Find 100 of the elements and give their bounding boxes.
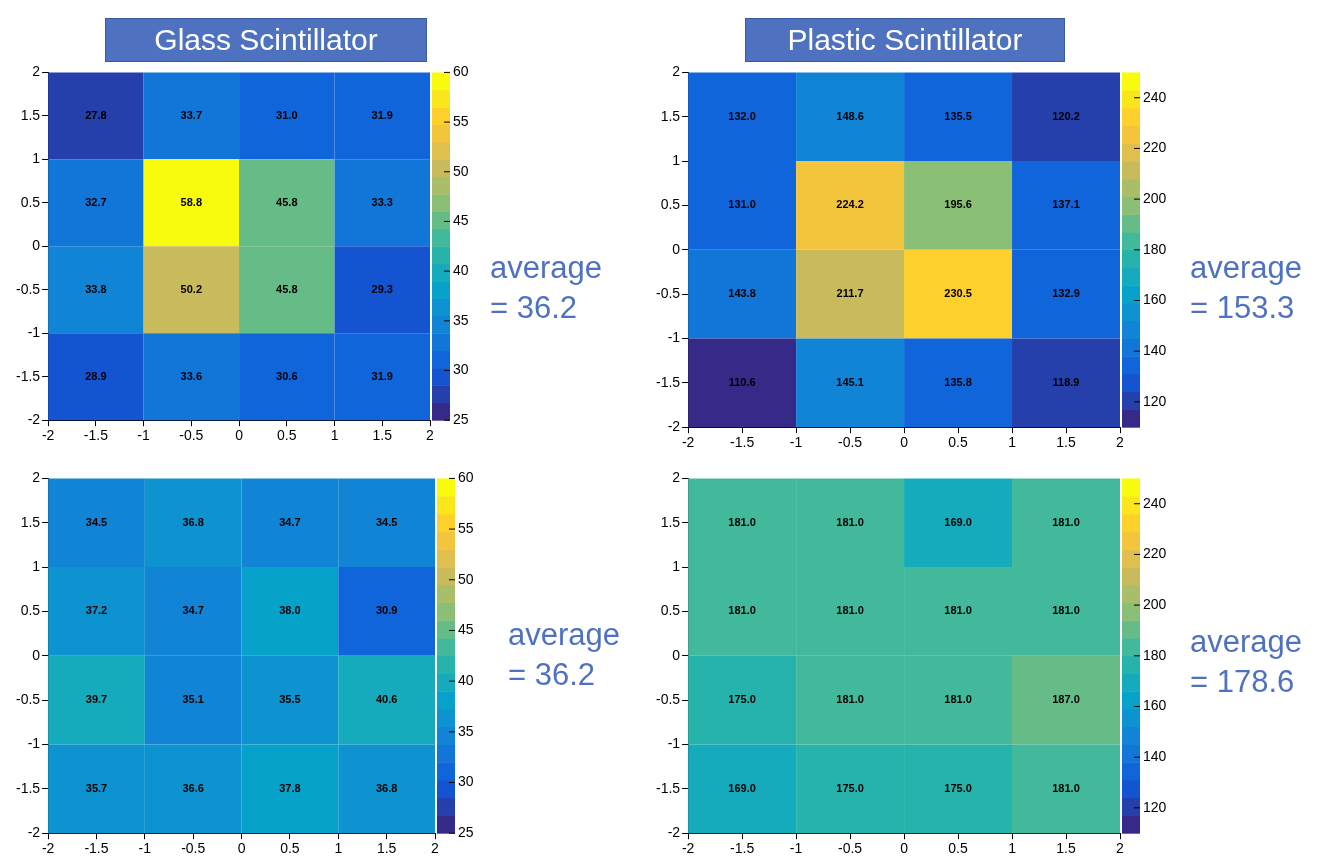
- data-label: 35.5: [279, 693, 301, 706]
- data-label: 27.8: [85, 108, 107, 121]
- text: average = 36.2: [490, 249, 604, 327]
- color-bar-label: 140: [1143, 748, 1167, 765]
- x-tick-label: -1: [138, 840, 152, 857]
- data-label: 36.8: [182, 515, 204, 528]
- data-label: 58.8: [180, 195, 203, 208]
- data-label: 40.6: [375, 693, 398, 706]
- data-label: 120.2: [1052, 109, 1080, 122]
- data-label: 143.8: [728, 287, 756, 300]
- color-bar-label: 220: [1143, 545, 1167, 562]
- color-bar-label: 220: [1143, 139, 1167, 156]
- data-label: 132.0: [728, 109, 756, 122]
- data-label: 145.1: [836, 375, 864, 388]
- data-label: 34.7: [182, 604, 204, 617]
- data-label: 224.2: [836, 198, 864, 211]
- x-tick-label: 2: [1116, 434, 1125, 451]
- data-label: 181.0: [836, 604, 864, 617]
- y-tick-label: -1: [667, 735, 681, 752]
- y-tick-label: 1: [32, 557, 41, 574]
- color-bar-label: 140: [1143, 342, 1167, 359]
- data-label: 50.2: [180, 282, 203, 295]
- y-tick-label: -0.5: [656, 691, 681, 708]
- x-tick-label: 1.5: [372, 427, 393, 444]
- data-label: 30.6: [276, 369, 298, 382]
- y-tick-label: 1.5: [660, 513, 681, 530]
- chart-title: Plastic Scintillator: [745, 18, 1065, 62]
- data-label: 34.7: [279, 515, 301, 528]
- data-label: 181.0: [728, 515, 756, 528]
- x-tick-label: 2: [426, 427, 435, 444]
- data-label: 33.8: [85, 282, 107, 295]
- data-label: 175.0: [944, 781, 972, 794]
- color-bar-label: 55: [453, 112, 469, 129]
- y-tick-label: 1.5: [20, 106, 41, 123]
- y-tick-label: 0.5: [660, 196, 681, 213]
- data-label: 131.0: [728, 198, 756, 211]
- x-tick-label: 0.5: [280, 840, 300, 857]
- x-tick-label: -1.5: [84, 840, 109, 857]
- x-tick-label: -1.5: [83, 427, 109, 444]
- x-tick-label: 1: [1008, 434, 1017, 451]
- data-label: 175.0: [728, 693, 756, 706]
- data-label: 36.6: [182, 781, 204, 794]
- data-label: 31.9: [371, 108, 393, 121]
- data-label: 181.0: [728, 604, 756, 617]
- color-bar-label: 55: [458, 519, 474, 536]
- x-tick-label: 0: [900, 840, 909, 857]
- data-label: 35.1: [182, 693, 204, 706]
- data-label: 33.3: [371, 195, 393, 208]
- x-tick-label: 1.5: [376, 840, 397, 857]
- y-tick-label: 0: [672, 646, 681, 663]
- color-bar-label: 120: [1143, 798, 1167, 815]
- y-tick-label: 0.5: [20, 602, 41, 619]
- data-label: 45.8: [276, 282, 298, 295]
- data-label: 132.9: [1052, 287, 1080, 300]
- data-label: 33.7: [180, 108, 203, 121]
- x-tick-label: -1.5: [730, 840, 755, 857]
- x-tick-label: 0: [235, 427, 244, 444]
- data-label: 34.5: [375, 515, 398, 528]
- y-tick-label: 0: [672, 240, 681, 257]
- y-tick-label: 2: [672, 63, 681, 80]
- data-label: 137.1: [1052, 198, 1080, 211]
- x-tick-label: 1.5: [1056, 840, 1076, 857]
- text: average = 36.2: [508, 616, 622, 694]
- y-tick-label: -1: [27, 324, 41, 341]
- x-tick-label: 1: [330, 427, 339, 444]
- data-label: 31.9: [371, 369, 393, 382]
- color-bar-label: 40: [458, 672, 474, 688]
- color-bar-label: 240: [1143, 88, 1167, 105]
- y-tick-label: 1.5: [660, 107, 681, 124]
- color-bar-label: 50: [458, 570, 474, 587]
- color-bar-label: 180: [1143, 646, 1167, 663]
- data-label: 169.0: [944, 515, 972, 528]
- x-tick-label: -1: [789, 840, 803, 857]
- y-tick-label: 0.5: [20, 193, 41, 210]
- color-bar-label: 30: [453, 361, 469, 378]
- x-tick-label: -1: [137, 427, 151, 444]
- x-tick-label: 2: [431, 840, 440, 857]
- x-tick-label: -0.5: [179, 427, 204, 444]
- x-tick-label: 0.5: [948, 434, 968, 451]
- y-tick-label: 2: [672, 469, 681, 486]
- x-tick-label: 0: [237, 840, 246, 857]
- data-label: 38.0: [279, 604, 301, 617]
- y-tick-label: 2: [32, 63, 41, 80]
- y-tick-label: 1: [672, 151, 681, 168]
- color-bar-label: 200: [1143, 595, 1167, 612]
- data-label: 148.6: [836, 109, 864, 122]
- color-bar-label: 25: [453, 411, 469, 428]
- x-tick-label: 2: [1116, 840, 1125, 857]
- data-label: 28.9: [85, 369, 107, 382]
- data-label: 45.8: [276, 195, 298, 208]
- color-bar-label: 45: [458, 621, 474, 638]
- color-bar-label: 60: [453, 63, 469, 80]
- data-label: 211.7: [836, 287, 864, 300]
- y-tick-label: -0.5: [656, 285, 681, 302]
- data-label: 32.7: [85, 195, 107, 208]
- x-tick-label: -1.5: [730, 434, 755, 451]
- y-tick-label: 2: [32, 469, 41, 486]
- color-bar-label: 160: [1143, 697, 1167, 714]
- data-label: 39.7: [85, 693, 108, 706]
- data-label: 30.9: [375, 604, 398, 617]
